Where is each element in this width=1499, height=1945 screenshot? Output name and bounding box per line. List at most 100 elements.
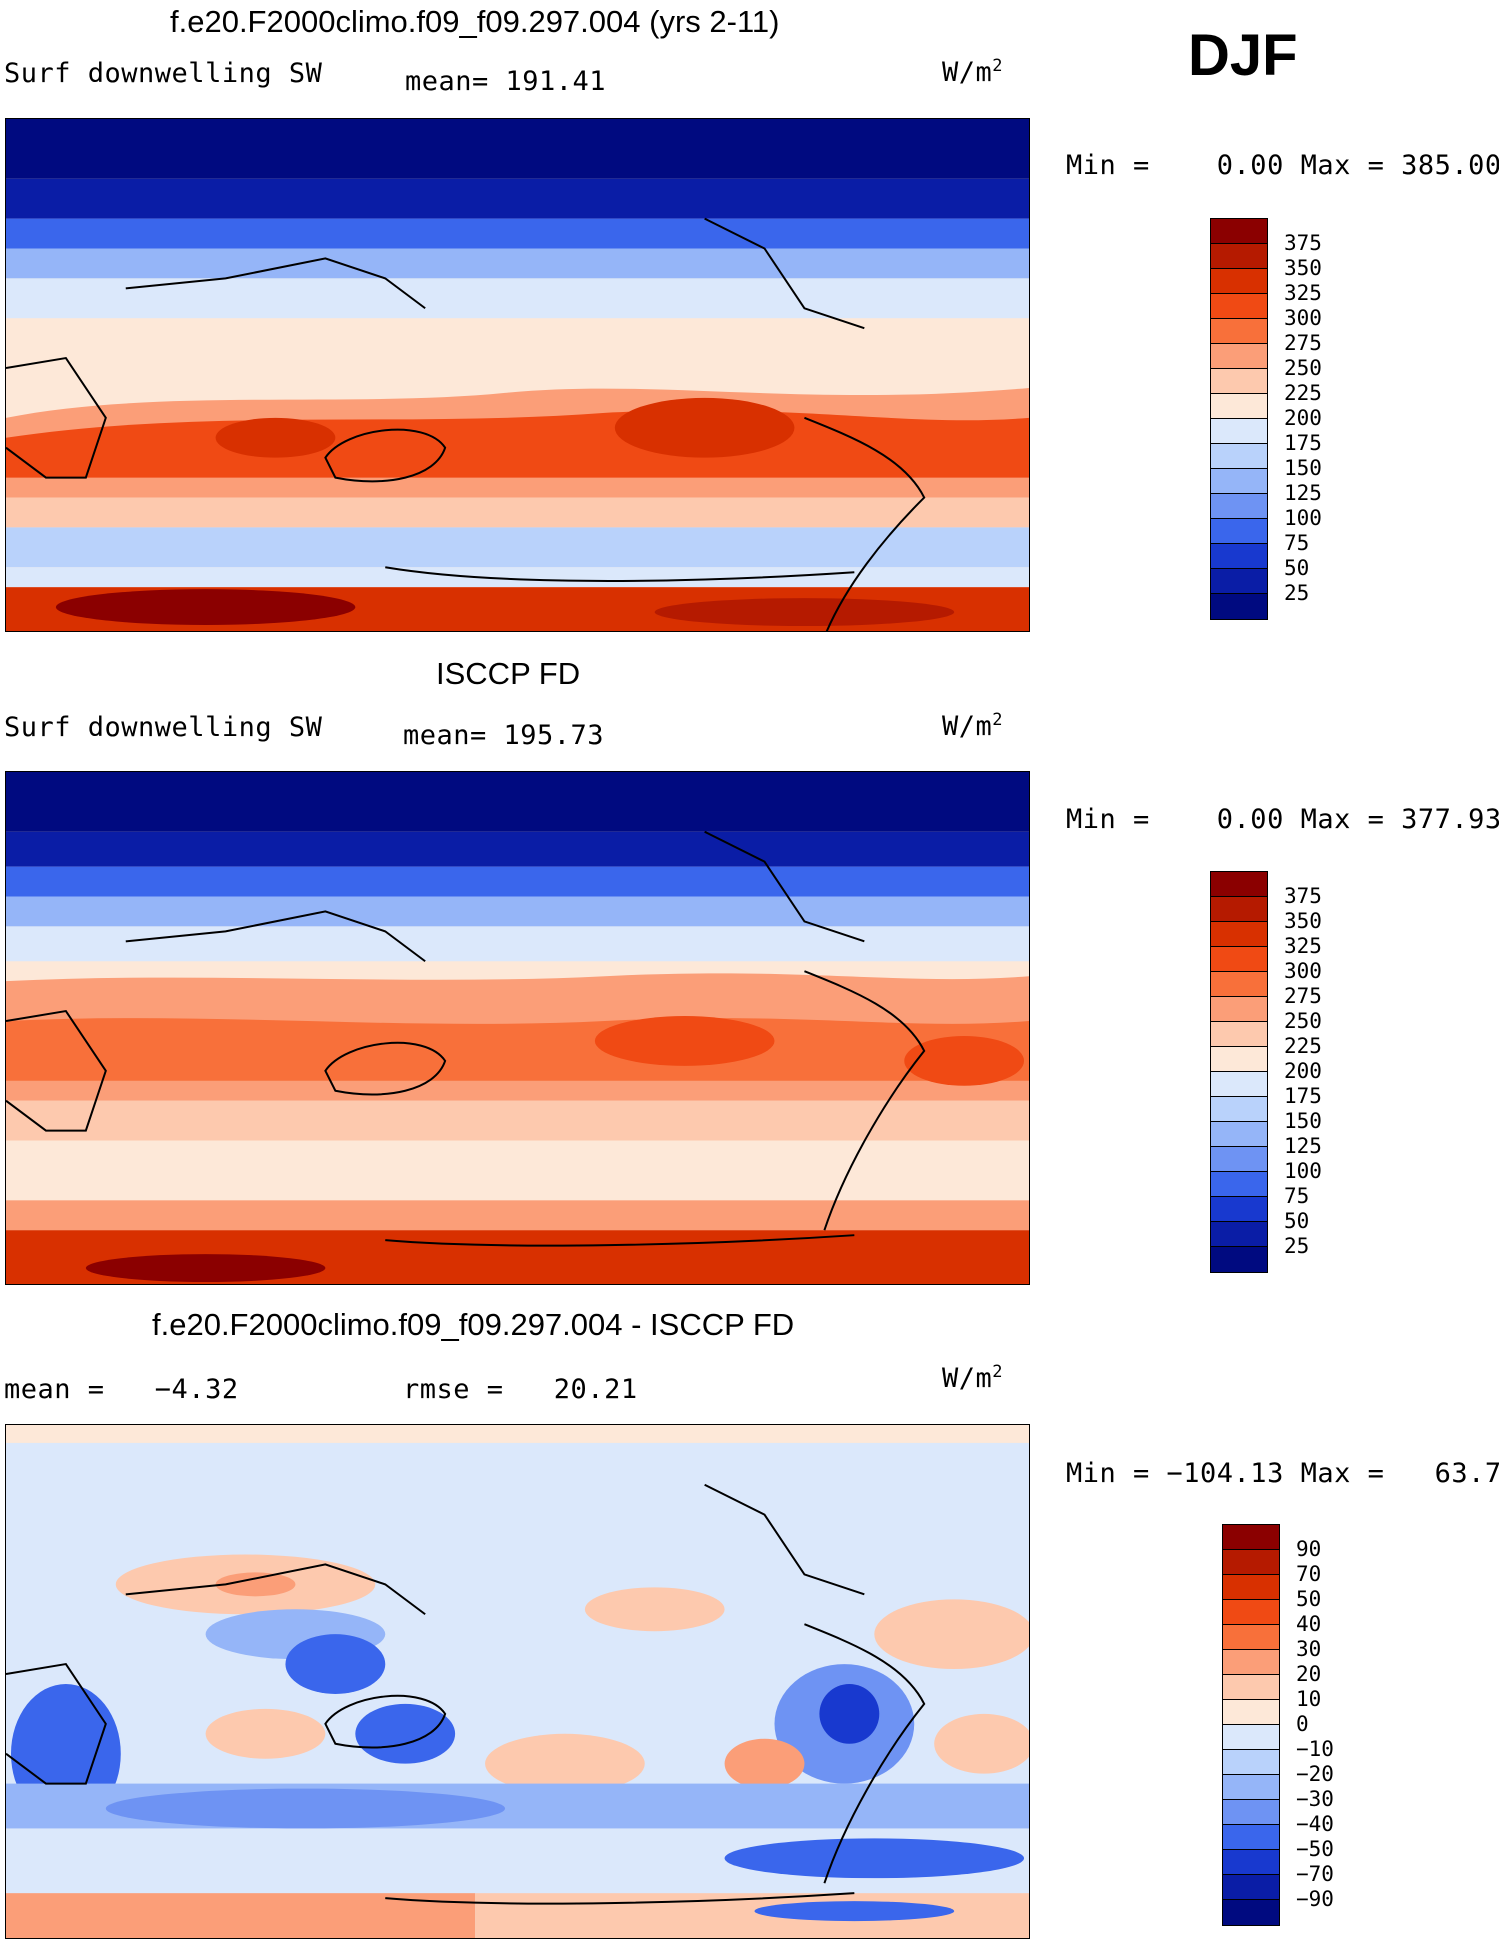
panel2-minmax: Min = 0.00 Max = 377.93 — [1066, 804, 1499, 835]
season-label: DJF — [1188, 23, 1298, 88]
panel2-colorbar-swatch — [1211, 1072, 1267, 1097]
panel1-colorbar-swatch — [1211, 344, 1267, 369]
panel1-tick: 100 — [1284, 506, 1322, 530]
panel3-rmse: rmse = 20.21 — [403, 1374, 638, 1405]
panel1-colorbar-swatch — [1211, 519, 1267, 544]
panel2-tick: 75 — [1284, 1184, 1310, 1208]
panel1-colorbar-swatch — [1211, 219, 1267, 244]
panel2-colorbar-swatch — [1211, 1122, 1267, 1147]
panel1-colorbar-swatch — [1211, 594, 1267, 619]
panel2-colorbar-swatch — [1211, 947, 1267, 972]
panel2-title: ISCCP FD — [436, 656, 581, 691]
panel1-tick: 150 — [1284, 456, 1322, 480]
panel3-units: W/m2 — [942, 1362, 1004, 1394]
panel2-tick: 225 — [1284, 1034, 1322, 1058]
panel3-colorbar — [1222, 1524, 1280, 1926]
panel1-tick: 200 — [1284, 406, 1322, 430]
panel1-tick: 275 — [1284, 331, 1322, 355]
panel3-colorbar-swatch — [1223, 1900, 1279, 1925]
panel1-tick: 300 — [1284, 306, 1322, 330]
panel3-map — [5, 1424, 1030, 1939]
panel2-colorbar-swatch — [1211, 1022, 1267, 1047]
panel2-colorbar-swatch — [1211, 1222, 1267, 1247]
panel3-tick: 50 — [1296, 1587, 1322, 1611]
panel2-colorbar — [1210, 871, 1268, 1273]
panel1-colorbar-swatch — [1211, 494, 1267, 519]
panel3-colorbar-swatch — [1223, 1800, 1279, 1825]
panel1-units: W/m2 — [942, 56, 1004, 88]
panel3-tick: 0 — [1296, 1712, 1309, 1736]
panel1-colorbar-swatch — [1211, 269, 1267, 294]
panel2-colorbar-swatch — [1211, 1097, 1267, 1122]
panel2-tick: 50 — [1284, 1209, 1310, 1233]
panel3-tick: −30 — [1296, 1787, 1334, 1811]
panel1-tick: 250 — [1284, 356, 1322, 380]
panel3-colorbar-swatch — [1223, 1825, 1279, 1850]
panel2-colorbar-swatch — [1211, 1047, 1267, 1072]
panel1-tick: 225 — [1284, 381, 1322, 405]
panel1-colorbar-swatch — [1211, 444, 1267, 469]
panel1-colorbar-swatch — [1211, 319, 1267, 344]
panel3-tick: −20 — [1296, 1762, 1334, 1786]
panel2-colorbar-swatch — [1211, 872, 1267, 897]
panel3-tick: 70 — [1296, 1562, 1322, 1586]
panel1-tick: 350 — [1284, 256, 1322, 280]
panel1-tick: 75 — [1284, 531, 1310, 555]
panel2-tick: 275 — [1284, 984, 1322, 1008]
panel1-title: f.e20.F2000climo.f09_f09.297.004 (yrs 2-… — [170, 4, 780, 39]
panel2-colorbar-swatch — [1211, 997, 1267, 1022]
panel3-tick: −40 — [1296, 1812, 1334, 1836]
panel2-tick: 200 — [1284, 1059, 1322, 1083]
panel3-tick: 20 — [1296, 1662, 1322, 1686]
panel3-colorbar-swatch — [1223, 1750, 1279, 1775]
panel3-tick: −90 — [1296, 1887, 1334, 1911]
panel3-colorbar-swatch — [1223, 1700, 1279, 1725]
panel3-title: f.e20.F2000climo.f09_f09.297.004 - ISCCP… — [152, 1307, 795, 1342]
panel2-tick: 350 — [1284, 909, 1322, 933]
panel3-tick: 30 — [1296, 1637, 1322, 1661]
panel2-tick: 175 — [1284, 1084, 1322, 1108]
panel1-colorbar-swatch — [1211, 469, 1267, 494]
panel3-tick: −50 — [1296, 1837, 1334, 1861]
panel1-minmax: Min = 0.00 Max = 385.00 — [1066, 150, 1499, 181]
panel2-tick: 150 — [1284, 1109, 1322, 1133]
panel2-units: W/m2 — [942, 710, 1004, 742]
panel2-colorbar-swatch — [1211, 897, 1267, 922]
panel2-colorbar-swatch — [1211, 1247, 1267, 1272]
panel1-colorbar-swatch — [1211, 419, 1267, 444]
panel1-mean: mean= 191.41 — [405, 66, 607, 97]
panel2-colorbar-swatch — [1211, 1147, 1267, 1172]
panel2-map — [5, 771, 1030, 1285]
panel3-colorbar-swatch — [1223, 1550, 1279, 1575]
panel2-tick: 125 — [1284, 1134, 1322, 1158]
panel3-colorbar-swatch — [1223, 1525, 1279, 1550]
panel1-colorbar-swatch — [1211, 369, 1267, 394]
panel2-tick: 250 — [1284, 1009, 1322, 1033]
panel1-tick: 175 — [1284, 431, 1322, 455]
panel1-colorbar-swatch — [1211, 244, 1267, 269]
panel2-mean: mean= 195.73 — [403, 720, 605, 751]
panel1-tick: 325 — [1284, 281, 1322, 305]
panel2-tick: 25 — [1284, 1234, 1310, 1258]
panel1-colorbar-swatch — [1211, 294, 1267, 319]
panel3-mean: mean = −4.32 — [4, 1374, 239, 1405]
panel3-minmax: Min = −104.13 Max = 63.70 — [1066, 1458, 1499, 1489]
panel3-colorbar-swatch — [1223, 1650, 1279, 1675]
panel3-colorbar-swatch — [1223, 1600, 1279, 1625]
panel2-tick: 375 — [1284, 884, 1322, 908]
panel3-colorbar-swatch — [1223, 1725, 1279, 1750]
panel2-tick: 300 — [1284, 959, 1322, 983]
panel2-variable: Surf downwelling SW — [4, 712, 323, 743]
panel1-variable: Surf downwelling SW — [4, 58, 323, 89]
panel2-tick: 100 — [1284, 1159, 1322, 1183]
panel1-tick: 125 — [1284, 481, 1322, 505]
panel2-colorbar-swatch — [1211, 1197, 1267, 1222]
panel1-colorbar-swatch — [1211, 569, 1267, 594]
panel3-colorbar-swatch — [1223, 1625, 1279, 1650]
panel2-tick: 325 — [1284, 934, 1322, 958]
panel1-map — [5, 118, 1030, 632]
panel3-colorbar-swatch — [1223, 1850, 1279, 1875]
panel3-colorbar-swatch — [1223, 1775, 1279, 1800]
panel3-colorbar-swatch — [1223, 1575, 1279, 1600]
panel3-tick: −70 — [1296, 1862, 1334, 1886]
